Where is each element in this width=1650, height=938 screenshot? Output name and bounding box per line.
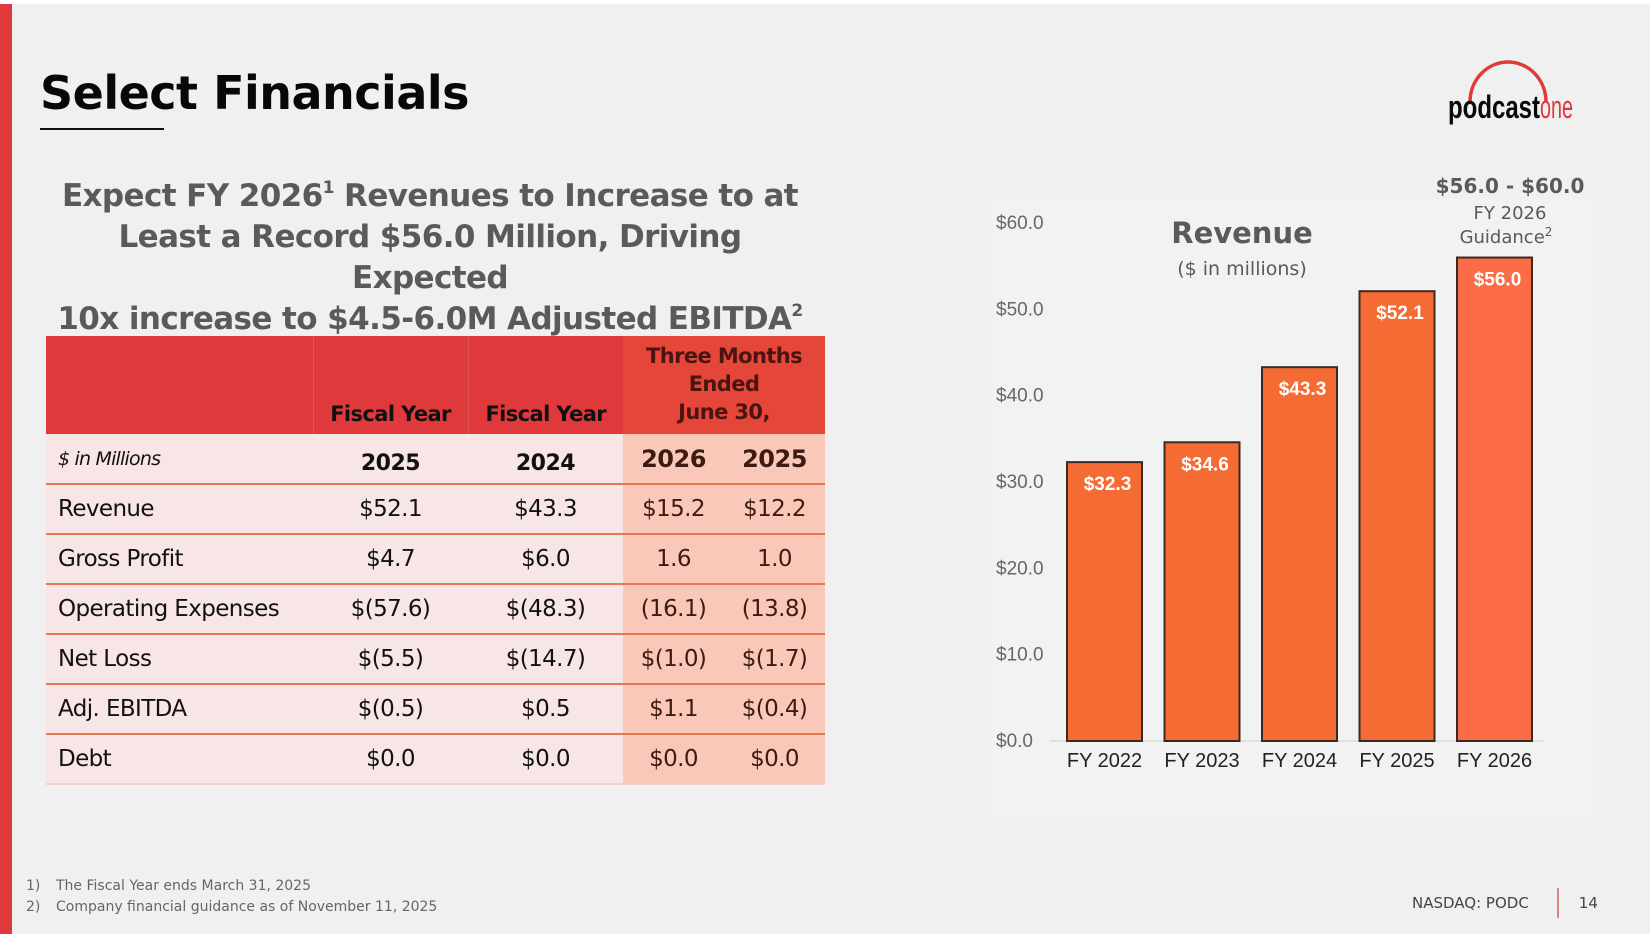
- cell: $(57.6): [313, 584, 468, 635]
- logo-graphic: podcast one: [1448, 60, 1573, 125]
- bar-fy-2026: [1456, 256, 1533, 743]
- cell: $12.2: [724, 484, 825, 535]
- ticker-label: NASDAQ: PODC: [1412, 894, 1529, 912]
- footer: NASDAQ: PODC 14: [1412, 888, 1598, 918]
- cell: $0.0: [313, 734, 468, 785]
- table-header-row: Fiscal Year Fiscal Year Three Months End…: [46, 336, 825, 434]
- bar-fy-2025: [1358, 290, 1436, 742]
- bar-fy-2022: [1066, 461, 1143, 742]
- table-row-debt: Debt $0.0 $0.0 $0.0 $0.0: [46, 734, 825, 785]
- footnotes: 1) The Fiscal Year ends March 31, 2025 2)…: [26, 876, 437, 918]
- cell: $0.5: [468, 684, 623, 735]
- cell: $43.3: [468, 484, 623, 535]
- year-fy2025: 2025: [313, 434, 468, 485]
- bar-fy-2023: [1163, 441, 1241, 743]
- cell: $4.7: [313, 534, 468, 585]
- cell: $0.0: [623, 734, 724, 785]
- year-q2026: 2026: [623, 434, 724, 485]
- financials-table: Fiscal Year Fiscal Year Three Months End…: [46, 336, 825, 785]
- bar-fy-2024: [1261, 366, 1338, 742]
- x-tick-label: FY 2024: [1262, 750, 1337, 772]
- header-blank: [46, 336, 313, 434]
- table-row-adj-ebitda: Adj. EBITDA $(0.5) $0.5 $1.1 $(0.4): [46, 684, 825, 735]
- slide: Select Financials podcast one Expect FY …: [0, 4, 1650, 934]
- year-fy2024: 2024: [468, 434, 623, 485]
- header-fiscal-year-2: Fiscal Year: [467, 336, 623, 434]
- bar-data-label: $56.0: [1474, 270, 1522, 291]
- row-label: Operating Expenses: [46, 584, 313, 635]
- bar-layer: $32.3 $34.6 $43.3 $52.1 $56.0: [1066, 256, 1533, 743]
- bar-data-label: $34.6: [1181, 454, 1229, 475]
- cell: 1.6: [623, 534, 724, 585]
- headline-line-1: Expect FY 20261 Revenues to Increase to …: [61, 178, 799, 214]
- chart-subtitle: ($ in millions): [1177, 258, 1307, 280]
- cell: $0.0: [468, 734, 623, 785]
- y-tick-label: $50.0: [996, 299, 1044, 320]
- cell: (16.1): [623, 584, 724, 635]
- table-row-operating-expenses: Operating Expenses $(57.6) $(48.3) (16.1…: [46, 584, 825, 635]
- headphone-arc-icon: [1468, 60, 1548, 103]
- cell: $15.2: [623, 484, 724, 535]
- y-tick-label: $30.0: [996, 472, 1044, 493]
- table-row-gross-profit: Gross Profit $4.7 $6.0 1.6 1.0: [46, 534, 825, 585]
- header-fiscal-year-1: Fiscal Year: [312, 336, 468, 434]
- cell: $0.0: [724, 734, 825, 785]
- footnote-2: 2) Company financial guidance as of Novem…: [26, 899, 438, 915]
- cell: $(14.7): [468, 634, 623, 685]
- cell: $(5.5): [313, 634, 468, 685]
- header-three-months: Three Months Ended June 30,: [623, 336, 825, 434]
- row-label: Debt: [46, 734, 313, 785]
- cell: 1.0: [724, 534, 825, 585]
- cell: $(48.3): [468, 584, 623, 635]
- cell: (13.8): [724, 584, 825, 635]
- logo-text-podcast: podcast: [1448, 89, 1540, 125]
- row-label: Gross Profit: [46, 534, 313, 585]
- guidance-line-1: FY 2026: [1474, 203, 1547, 224]
- x-tick-label: FY 2022: [1067, 750, 1142, 772]
- guidance-range: $56.0 - $60.0: [1436, 174, 1585, 198]
- row-label: Revenue: [46, 484, 313, 535]
- revenue-chart: Revenue ($ in millions) $56.0 - $60.0 FY…: [990, 174, 1590, 819]
- bar-data-label: $43.3: [1279, 379, 1327, 400]
- year-q2025: 2025: [724, 434, 825, 485]
- footnote-1: 1) The Fiscal Year ends March 31, 2025: [26, 878, 312, 894]
- x-tick-label: FY 2025: [1359, 750, 1434, 772]
- podcastone-logo: podcast one: [1440, 50, 1580, 130]
- y-tick-label: $20.0: [996, 558, 1044, 579]
- x-tick-label: FY 2023: [1164, 750, 1239, 772]
- chart-title: Revenue: [1171, 216, 1313, 250]
- cell: $(1.0): [623, 634, 724, 685]
- bar-data-label: $52.1: [1376, 303, 1424, 324]
- row-label: Adj. EBITDA: [46, 684, 313, 735]
- logo-text-one: one: [1540, 89, 1573, 125]
- headline: Expect FY 20261 Revenues to Increase to …: [40, 176, 820, 340]
- x-tick-label: FY 2026: [1457, 750, 1532, 772]
- y-tick-label: $10.0: [996, 645, 1044, 666]
- cell: $(1.7): [724, 634, 825, 685]
- table-row-net-loss: Net Loss $(5.5) $(14.7) $(1.0) $(1.7): [46, 634, 825, 685]
- units-label: $ in Millions: [46, 434, 313, 485]
- table-row-revenue: Revenue $52.1 $43.3 $15.2 $12.2: [46, 484, 825, 535]
- row-label: Net Loss: [46, 634, 313, 685]
- title-underline: [40, 128, 164, 130]
- table-subheader-row: $ in Millions 2025 2024 2026 2025: [46, 434, 825, 485]
- headline-line-2: Least a Record $56.0 Million, Driving Ex…: [118, 219, 743, 296]
- headline-line-3: 10x increase to $4.5-6.0M Adjusted EBITD…: [57, 301, 803, 337]
- cell: $(0.4): [724, 684, 825, 735]
- page-title: Select Financials: [40, 66, 470, 120]
- accent-bar: [0, 4, 12, 934]
- cell: $1.1: [623, 684, 724, 735]
- cell: $(0.5): [313, 684, 468, 735]
- cell: $6.0: [468, 534, 623, 585]
- cell: $52.1: [313, 484, 468, 535]
- y-tick-label: $60.0: [996, 213, 1044, 234]
- footer-divider: [1556, 888, 1559, 918]
- y-tick-label: $0.0: [996, 731, 1033, 752]
- axis-layer: $0.0 $10.0 $20.0 $30.0 $40.0 $50.0 $60.0 FY 202…: [996, 213, 1544, 772]
- bar-data-label: $32.3: [1084, 474, 1132, 495]
- revenue-chart-svg: Revenue ($ in millions) $56.0 - $60.0 FY…: [996, 174, 1584, 772]
- guidance-line-2: Guidance2: [1460, 225, 1553, 248]
- y-tick-label: $40.0: [996, 386, 1044, 407]
- page-number: 14: [1578, 894, 1598, 912]
